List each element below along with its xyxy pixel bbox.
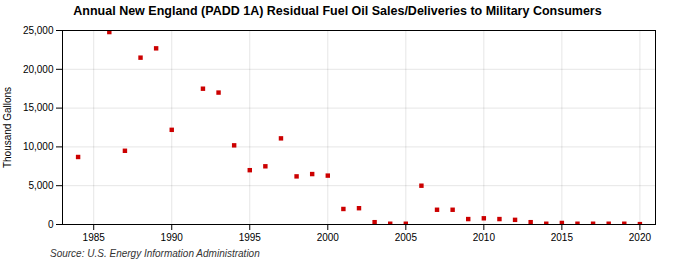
svg-text:2020: 2020 (629, 232, 652, 243)
svg-text:2005: 2005 (395, 232, 418, 243)
html-text:Annual New England (PADD 1A) R: Annual New England (PADD 1A) Residual Fu… (73, 4, 602, 18)
svg-text:0: 0 (48, 219, 54, 230)
svg-text:15,000: 15,000 (23, 102, 54, 113)
svg-text:2000: 2000 (317, 232, 340, 243)
html-text:Source: U.S. Energy Informatio: Source: U.S. Energy Information Administ… (50, 248, 260, 259)
svg-text:5,000: 5,000 (28, 180, 53, 191)
svg-text:10,000: 10,000 (23, 141, 54, 152)
svg-text:25,000: 25,000 (23, 25, 54, 36)
svg-text:Thousand Gallons: Thousand Gallons (2, 87, 13, 168)
svg-text:1985: 1985 (83, 232, 106, 243)
svg-text:1995: 1995 (239, 232, 262, 243)
svg-text:1990: 1990 (161, 232, 184, 243)
svg-text:2010: 2010 (473, 232, 496, 243)
svg-text:2015: 2015 (551, 232, 574, 243)
svg-text:20,000: 20,000 (23, 64, 54, 75)
